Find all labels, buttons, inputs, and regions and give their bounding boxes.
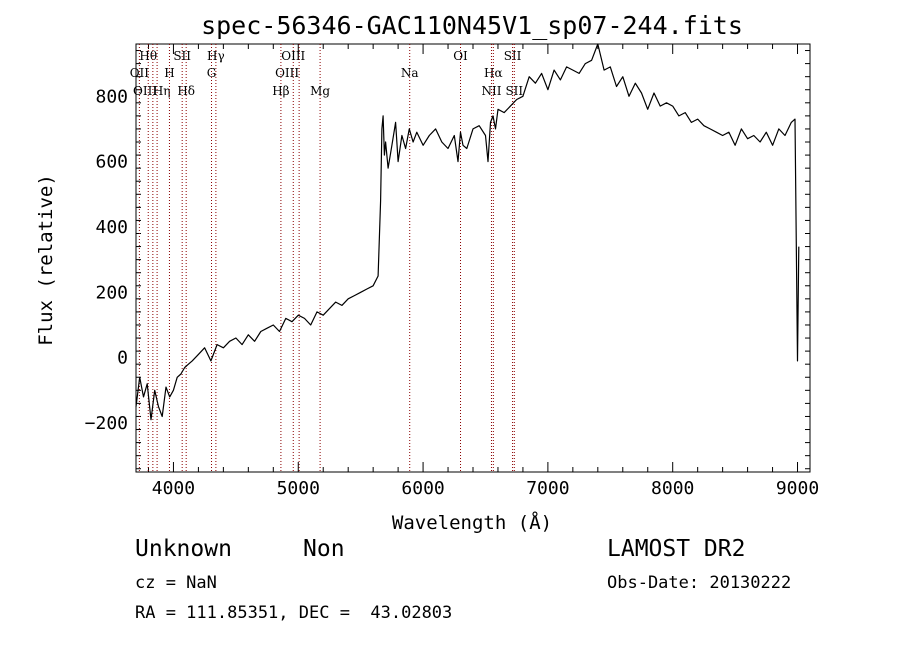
x-tick-label: 9000 [776,478,819,499]
y-tick-label: 200 [95,282,128,303]
line-marker-label: OI [453,49,468,63]
line-marker-label: Na [401,66,419,80]
coordinates: RA = 111.85351, DEC = 43.02803 [135,603,453,623]
line-marker-label: SII [173,49,191,63]
x-tick-label: 8000 [651,478,694,499]
line-marker-label: G [207,66,217,80]
line-marker-label: Hη [153,84,171,98]
x-tick-label: 7000 [526,478,569,499]
chart-title: spec-56346-GAC110N45V1_sp07-244.fits [201,11,743,40]
line-marker-label: Hγ [207,49,225,63]
x-tick-label: 5000 [277,478,320,499]
line-marker-label: Hα [484,66,503,80]
line-marker-label: Hβ [272,84,289,98]
x-tick-label: 6000 [401,478,444,499]
line-marker-label: Hθ [139,49,157,63]
y-tick-label: −200 [85,413,128,434]
x-tick-label: 4000 [152,478,195,499]
spectrum-line [135,43,800,421]
y-axis-label: Flux (relative) [35,174,57,346]
line-marker-label: OIII [275,66,299,80]
class-label: Unknown [135,536,232,562]
line-marker-label: SII [504,49,522,63]
line-marker-label: NII [481,84,501,98]
y-tick-label: 800 [95,86,128,107]
survey-label: LAMOST DR2 [607,536,746,562]
line-marker-label: Mg [310,84,330,98]
line-marker-label: SII [505,84,523,98]
line-marker-label: OIII [281,49,305,63]
plot-area: 4000 5000 6000 7000 8000 9000 −200 0 200 400 600 80… [85,43,819,499]
y-tick-label: 0 [117,348,128,369]
obs-date: Obs-Date: 20130222 [607,573,792,593]
y-tick-label: 400 [95,217,128,238]
line-marker-label: OIII [133,84,157,98]
line-marker-label: Hδ [177,84,195,98]
y-tick-label: 600 [95,152,128,173]
subclass-label: Non [303,536,345,562]
plot-frame [135,43,811,473]
line-marker-label: OII [130,66,150,80]
line-marker-label: H [164,66,174,80]
cz-value: cz = NaN [135,573,217,593]
x-axis-label: Wavelength (Å) [392,511,552,534]
